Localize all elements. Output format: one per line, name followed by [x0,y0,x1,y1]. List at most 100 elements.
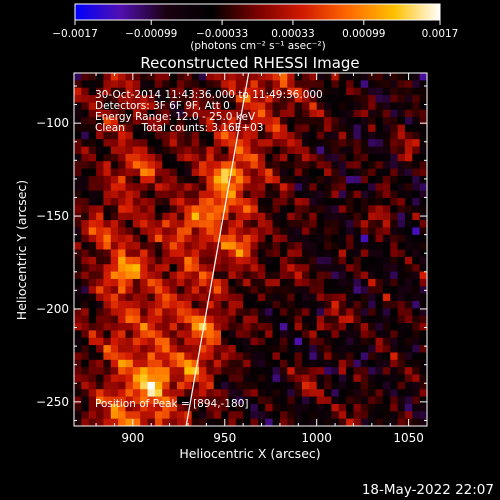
heatmap-cell [324,198,332,206]
heatmap-cell [103,271,112,280]
heatmap-cell [199,293,207,302]
heatmap-cell [419,323,427,331]
heatmap-cell [390,102,398,111]
heatmap-cell [382,323,391,331]
heatmap-cell [74,278,82,287]
heatmap-cell [176,345,185,353]
heatmap-cell [257,131,266,140]
heatmap-cell [132,315,141,324]
heatmap-cell [257,117,266,125]
heatmap-cell [184,249,192,258]
heatmap-cell [176,403,185,412]
heatmap-cell [199,146,207,155]
heatmap-cell [169,271,178,280]
heatmap-cell [250,374,259,383]
heatmap-cell [125,212,134,221]
heatmap-cell [404,381,413,390]
heatmap-cell [368,73,376,81]
x-tick-label: 1050 [393,431,424,445]
heatmap-cell [346,278,354,287]
heatmap-cell [228,220,237,228]
heatmap-cell [154,278,163,287]
heatmap-cell [331,352,340,361]
heatmap-cell [228,227,237,236]
heatmap-cell [346,271,354,280]
heatmap-cell [309,198,317,206]
heatmap-cell [228,212,237,221]
heatmap-cell [382,175,391,184]
heatmap-cell [243,139,251,147]
heatmap-cell [382,73,391,81]
heatmap-cell [316,352,325,361]
heatmap-cell [324,389,332,397]
heatmap-cell [154,175,163,184]
heatmap-cell [331,139,340,147]
heatmap-cell [169,161,178,169]
heatmap-cell [243,109,251,118]
heatmap-cell [301,87,310,96]
heatmap-cell [324,323,332,331]
heatmap-cell [272,337,281,346]
heatmap-cell [206,73,215,81]
heatmap-cell [213,396,222,405]
heatmap-cell [103,87,112,96]
heatmap-cell [324,161,332,169]
heatmap-cell [272,175,281,184]
heatmap-cell [191,315,200,324]
heatmap-cell [221,403,229,412]
heatmap-cell [331,389,340,397]
heatmap-cell [206,300,215,309]
heatmap-cell [118,264,126,272]
heatmap-cell [206,153,215,162]
heatmap-cell [132,227,141,236]
heatmap-cell [191,345,200,353]
heatmap-cell [228,117,237,125]
heatmap-cell [213,117,222,125]
heatmap-cell [125,146,134,155]
heatmap-cell [353,286,362,294]
heatmap-cell [162,367,170,375]
heatmap-cell [338,359,347,368]
heatmap-cell [147,80,156,88]
heatmap-cell [287,418,295,426]
heatmap-cell [331,153,340,162]
heatmap-cell [81,198,89,206]
heatmap-cell [162,109,170,118]
heatmap-cell [162,330,170,339]
heatmap-cell [375,168,384,177]
heatmap-cell [382,359,391,368]
heatmap-cell [110,183,119,191]
heatmap-cell [368,242,376,250]
heatmap-cell [110,227,119,236]
heatmap-cell [397,337,406,346]
heatmap-cell [294,300,303,309]
heatmap-cell [74,220,82,228]
heatmap-cell [199,374,207,383]
heatmap-cell [338,315,347,324]
heatmap-cell [235,139,244,147]
heatmap-cell [221,234,229,243]
heatmap-cell [74,95,82,103]
heatmap-cell [81,300,89,309]
heatmap-cell [368,352,376,361]
heatmap-cell [294,183,303,191]
heatmap-cell [103,411,112,419]
heatmap-cell [199,381,207,390]
heatmap-cell [250,234,259,243]
heatmap-cell [132,389,141,397]
heatmap-cell [169,198,178,206]
heatmap-cell [176,212,185,221]
heatmap-cell [324,109,332,118]
heatmap-cell [243,212,251,221]
heatmap-cell [287,175,295,184]
heatmap-cell [191,234,200,243]
heatmap-cell [74,411,82,419]
heatmap-cell [213,352,222,361]
heatmap-cell [250,80,259,88]
heatmap-cell [375,345,384,353]
heatmap-cell [162,146,170,155]
heatmap-cell [279,131,288,140]
heatmap-cell [368,139,376,147]
heatmap-cell [404,300,413,309]
heatmap-cell [132,139,141,147]
